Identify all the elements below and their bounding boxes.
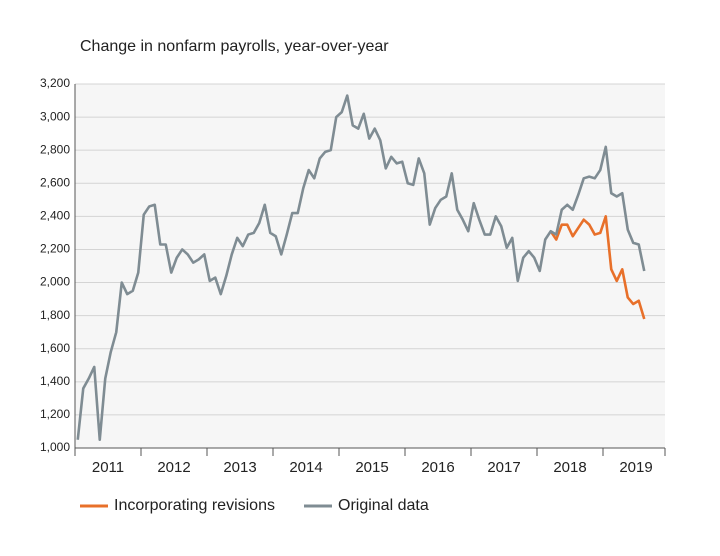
y-tick-label: 2,400 — [40, 209, 70, 223]
x-tick-label: 2011 — [92, 459, 124, 476]
x-tick-label: 2017 — [487, 459, 520, 476]
x-tick-label: 2013 — [223, 459, 256, 476]
y-tick-label: 3,200 — [40, 76, 70, 90]
x-tick-label: 2018 — [553, 459, 586, 476]
y-tick-label: 1,800 — [40, 308, 70, 322]
y-tick-label: 1,000 — [40, 440, 70, 454]
y-tick-label: 2,800 — [40, 142, 70, 156]
y-tick-label: 2,200 — [40, 242, 70, 256]
y-tick-label: 2,600 — [40, 175, 70, 189]
legend-label: Original data — [338, 497, 429, 514]
chart-title: Change in nonfarm payrolls, year-over-ye… — [80, 38, 389, 55]
series-line — [76, 94, 646, 442]
y-tick-label: 2,000 — [40, 275, 70, 289]
y-tick-label: 1,200 — [40, 407, 70, 421]
y-tick-label: 1,400 — [40, 374, 70, 388]
x-tick-label: 2012 — [157, 459, 190, 476]
series-line — [549, 215, 646, 320]
x-tick-label: 2019 — [619, 459, 652, 476]
y-tick-label: 3,000 — [40, 109, 70, 123]
x-tick-label: 2015 — [355, 459, 388, 476]
x-tick-label: 2014 — [289, 459, 322, 476]
y-tick-label: 1,600 — [40, 341, 70, 355]
legend-label: Incorporating revisions — [114, 497, 275, 514]
x-tick-label: 2016 — [421, 459, 454, 476]
